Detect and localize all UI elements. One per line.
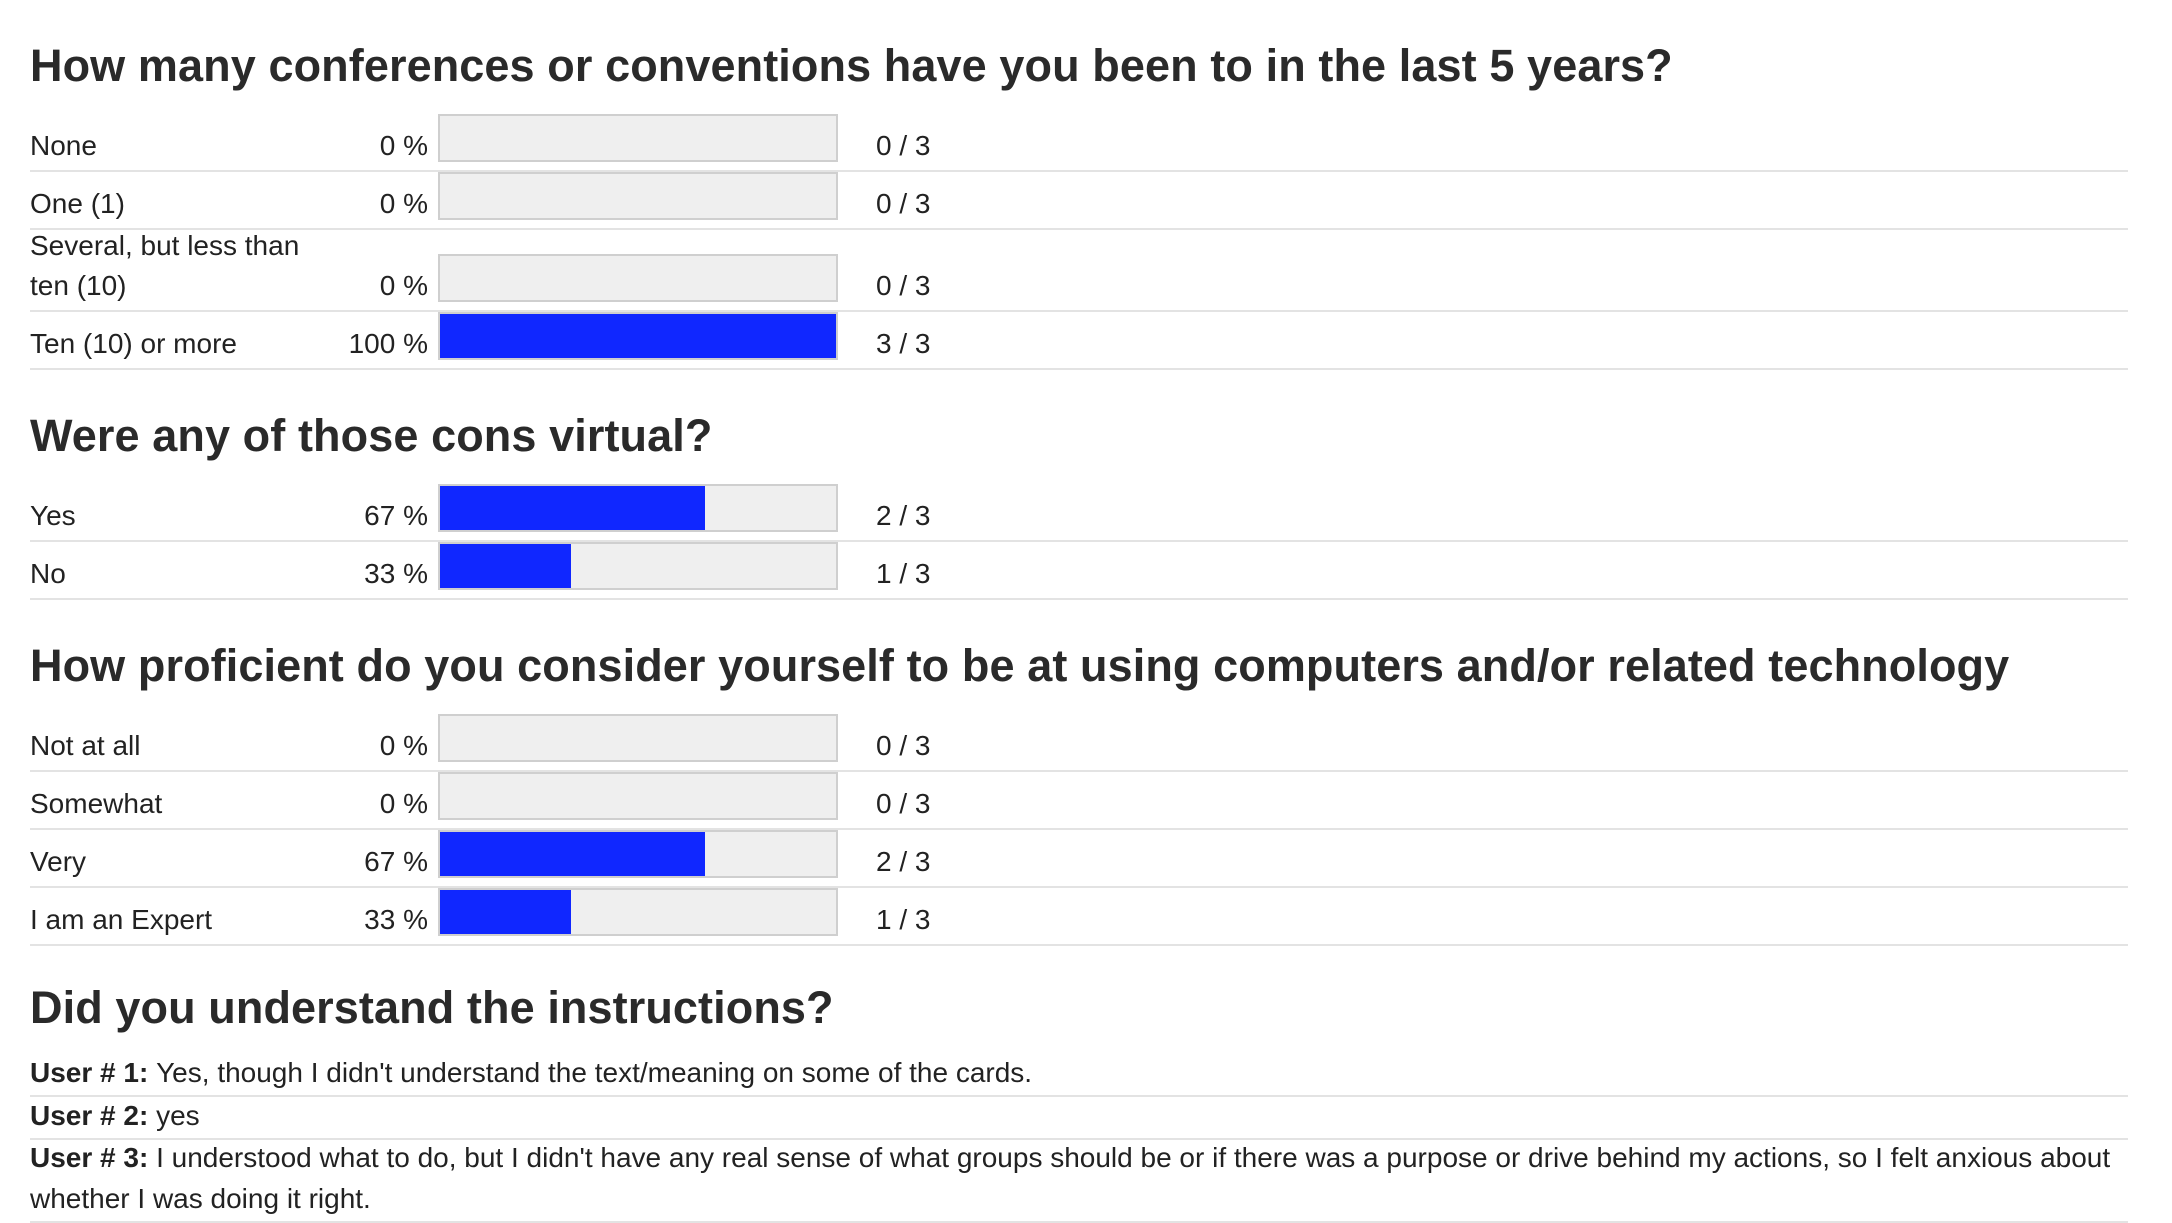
option-percent: 100 % — [348, 328, 428, 359]
answer-user: User # 3: — [30, 1142, 157, 1173]
option-percent: 33 % — [364, 558, 428, 589]
question-title: Were any of those cons virtual? — [30, 410, 713, 461]
question-title: How proficient do you consider yourself … — [30, 640, 2010, 691]
answer-text: yes — [156, 1100, 200, 1131]
result-row: None 0 % 0 / 3 — [30, 110, 2128, 172]
option-label: Very — [30, 846, 87, 877]
option-count: 2 / 3 — [876, 846, 931, 877]
result-bar-fill — [440, 314, 836, 358]
option-count: 0 / 3 — [876, 130, 931, 161]
answer-user: User # 2: — [30, 1100, 157, 1131]
option-count: 1 / 3 — [876, 904, 931, 935]
option-label: Several, but less than ten (10) — [30, 230, 300, 301]
option-count: 2 / 3 — [876, 500, 931, 531]
option-count: 1 / 3 — [876, 558, 931, 589]
option-label: Not at all — [30, 730, 141, 761]
answer-item: User # 3: I understood what to do, but I… — [30, 1137, 2128, 1223]
option-count: 0 / 3 — [876, 188, 931, 219]
result-row: One (1) 0 % 0 / 3 — [30, 170, 2128, 230]
result-bar-fill — [440, 832, 706, 876]
option-label: Yes — [30, 500, 76, 531]
option-percent: 67 % — [364, 846, 428, 877]
option-count: 3 / 3 — [876, 328, 931, 359]
result-bar — [438, 312, 838, 360]
result-row: Not at all 0 % 0 / 3 — [30, 710, 2128, 772]
option-count: 0 / 3 — [876, 730, 931, 761]
option-percent: 0 % — [379, 188, 428, 219]
answer-text: Yes, though I didn't understand the text… — [156, 1057, 1033, 1088]
option-percent: 0 % — [379, 730, 428, 761]
result-bar — [438, 254, 838, 302]
result-bar — [438, 172, 838, 220]
option-label: Ten (10) or more — [30, 328, 237, 359]
question-title: How many conferences or conventions have… — [30, 40, 1673, 91]
option-percent: 0 % — [379, 130, 428, 161]
option-label: One (1) — [30, 188, 125, 219]
answer-item: User # 1: Yes, though I didn't understan… — [30, 1052, 2128, 1097]
result-row: Ten (10) or more 100 % 3 / 3 — [30, 310, 2128, 370]
result-bar — [438, 484, 838, 532]
result-row: Several, but less than ten (10) 0 % 0 / … — [30, 228, 2128, 312]
result-bar — [438, 830, 838, 878]
result-bar — [438, 542, 838, 590]
result-row: Yes 67 % 2 / 3 — [30, 480, 2128, 542]
option-count: 0 / 3 — [876, 788, 931, 819]
result-row: Somewhat 0 % 0 / 3 — [30, 770, 2128, 830]
option-percent: 0 % — [379, 270, 428, 301]
option-count: 0 / 3 — [876, 270, 931, 301]
result-bar — [438, 772, 838, 820]
answer-item: User # 2: yes — [30, 1095, 2128, 1140]
option-label: I am an Expert — [30, 904, 213, 935]
answer-text: I understood what to do, but I didn't ha… — [30, 1142, 2111, 1214]
result-bar-fill — [440, 486, 706, 530]
result-bar — [438, 714, 838, 762]
result-row: I am an Expert 33 % 1 / 3 — [30, 886, 2128, 946]
option-percent: 0 % — [379, 788, 428, 819]
result-bar — [438, 114, 838, 162]
result-row: Very 67 % 2 / 3 — [30, 828, 2128, 888]
question-title: Did you understand the instructions? — [30, 982, 834, 1033]
option-percent: 33 % — [364, 904, 428, 935]
result-bar — [438, 888, 838, 936]
result-bar-fill — [440, 544, 571, 588]
result-row: No 33 % 1 / 3 — [30, 540, 2128, 600]
option-label: None — [30, 130, 97, 161]
option-label: Somewhat — [30, 788, 163, 819]
option-label: No — [30, 558, 66, 589]
option-percent: 67 % — [364, 500, 428, 531]
result-bar-fill — [440, 890, 571, 934]
answer-user: User # 1: — [30, 1057, 157, 1088]
